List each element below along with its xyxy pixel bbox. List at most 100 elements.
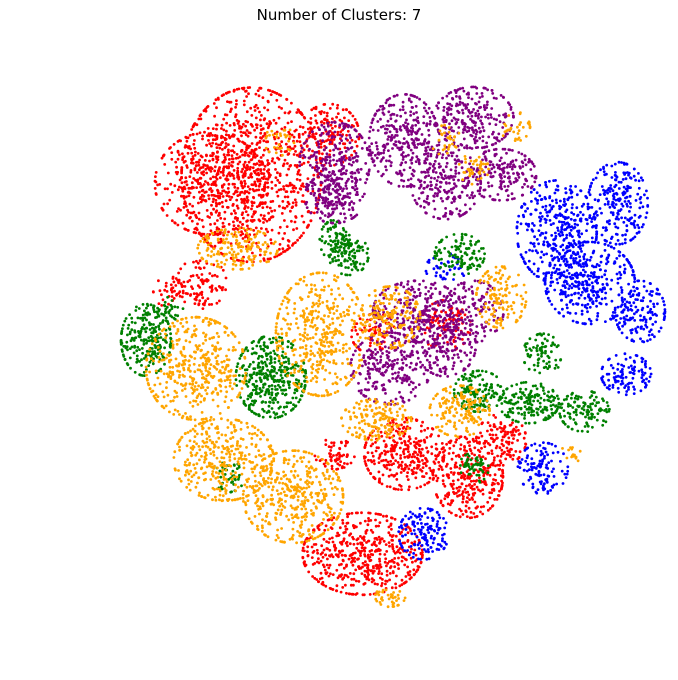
scatter-point bbox=[433, 192, 437, 195]
scatter-point bbox=[444, 165, 448, 169]
scatter-point bbox=[412, 316, 415, 320]
scatter-point bbox=[243, 179, 247, 183]
scatter-point bbox=[330, 177, 334, 181]
scatter-point bbox=[327, 175, 330, 179]
scatter-point bbox=[190, 219, 194, 223]
scatter-point bbox=[274, 176, 278, 180]
scatter-point bbox=[466, 176, 470, 180]
scatter-point bbox=[201, 282, 205, 286]
scatter-point bbox=[266, 108, 270, 112]
scatter-point bbox=[437, 162, 441, 166]
scatter-point bbox=[395, 441, 399, 445]
scatter-point bbox=[517, 428, 520, 432]
scatter-point bbox=[184, 135, 188, 139]
scatter-point bbox=[186, 292, 189, 296]
scatter-point bbox=[202, 183, 206, 186]
scatter-point bbox=[429, 296, 433, 299]
scatter-point bbox=[232, 192, 236, 196]
scatter-point bbox=[312, 153, 316, 157]
scatter-point bbox=[479, 186, 482, 189]
scatter-point bbox=[213, 134, 217, 137]
scatter-point bbox=[229, 100, 233, 104]
scatter-point bbox=[382, 373, 385, 377]
scatter-point bbox=[199, 278, 203, 282]
scatter-point bbox=[236, 162, 240, 166]
scatter-point bbox=[240, 149, 244, 152]
scatter-point bbox=[315, 210, 319, 214]
scatter-point bbox=[358, 198, 362, 202]
scatter-point bbox=[461, 122, 465, 126]
scatter-point bbox=[209, 166, 213, 169]
scatter-point bbox=[218, 299, 221, 303]
scatter-point bbox=[419, 468, 422, 472]
scatter-point bbox=[401, 309, 405, 313]
scatter-point bbox=[501, 95, 505, 99]
scatter-point bbox=[427, 174, 431, 178]
scatter-point bbox=[501, 474, 505, 478]
scatter-point bbox=[303, 564, 307, 568]
scatter-point bbox=[460, 316, 463, 320]
scatter-point bbox=[411, 459, 415, 463]
scatter-point bbox=[509, 423, 513, 427]
scatter-point bbox=[315, 121, 319, 125]
scatter-point bbox=[466, 125, 469, 129]
scatter-point bbox=[214, 142, 218, 146]
scatter-point bbox=[230, 164, 233, 167]
scatter-point bbox=[227, 182, 231, 186]
scatter-point bbox=[431, 427, 435, 431]
scatter-point bbox=[250, 204, 254, 208]
scatter-point bbox=[199, 200, 203, 204]
scatter-point bbox=[400, 381, 404, 385]
scatter-point bbox=[434, 442, 438, 446]
scatter-point bbox=[328, 161, 331, 165]
scatter-point bbox=[432, 331, 436, 335]
scatter-point bbox=[370, 353, 373, 356]
scatter-point bbox=[395, 545, 399, 549]
scatter-point bbox=[383, 345, 387, 349]
scatter-point bbox=[167, 302, 170, 306]
scatter-point bbox=[388, 154, 392, 158]
scatter-point bbox=[237, 120, 241, 123]
scatter-point bbox=[315, 548, 319, 552]
scatter-point bbox=[494, 433, 498, 437]
scatter-point bbox=[353, 149, 356, 153]
scatter-point bbox=[403, 126, 407, 130]
scatter-point bbox=[344, 150, 348, 153]
scatter-point bbox=[386, 138, 390, 141]
scatter-point bbox=[259, 118, 262, 122]
scatter-point bbox=[324, 190, 327, 194]
scatter-point bbox=[355, 538, 359, 542]
scatter-point bbox=[493, 473, 497, 477]
scatter-point bbox=[225, 121, 229, 125]
scatter-point bbox=[467, 129, 471, 133]
scatter-point bbox=[209, 154, 212, 158]
scatter-point bbox=[391, 125, 395, 128]
scatter-point bbox=[450, 104, 454, 108]
scatter-point bbox=[183, 300, 187, 304]
scatter-point bbox=[209, 223, 212, 226]
scatter-point bbox=[334, 124, 337, 128]
scatter-point bbox=[290, 120, 293, 123]
scatter-point bbox=[331, 555, 335, 559]
scatter-point bbox=[387, 135, 390, 139]
scatter-point bbox=[430, 452, 434, 456]
scatter-point bbox=[487, 185, 491, 188]
scatter-point bbox=[354, 349, 357, 353]
scatter-point bbox=[232, 209, 236, 213]
scatter-point bbox=[412, 141, 416, 145]
scatter-point bbox=[197, 303, 201, 307]
scatter-point bbox=[493, 498, 497, 501]
scatter-point bbox=[201, 188, 205, 192]
scatter-point bbox=[176, 149, 180, 153]
scatter-point bbox=[300, 214, 304, 218]
scatter-point bbox=[488, 424, 492, 428]
scatter-point bbox=[488, 473, 492, 477]
scatter-point bbox=[314, 543, 318, 546]
scatter-point bbox=[429, 176, 433, 180]
scatter-point bbox=[404, 580, 408, 584]
scatter-point bbox=[346, 195, 350, 199]
scatter-point bbox=[391, 547, 395, 551]
scatter-point bbox=[251, 183, 255, 187]
scatter-point bbox=[403, 341, 407, 345]
scatter-point bbox=[505, 165, 509, 169]
